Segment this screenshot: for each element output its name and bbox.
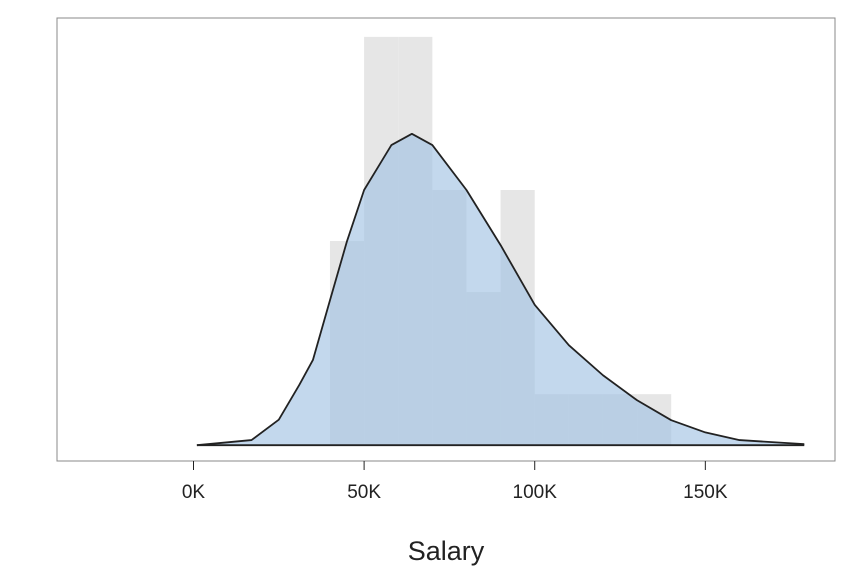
x-tick-label: 0K	[182, 482, 206, 503]
plot-frame	[56, 17, 836, 462]
x-tick-label: 150K	[683, 482, 728, 503]
x-tick-label: 100K	[513, 482, 558, 503]
x-tick-label: 50K	[347, 482, 381, 503]
density-line	[196, 132, 805, 447]
x-axis-label: Salary	[408, 536, 485, 566]
density-area	[196, 133, 805, 446]
